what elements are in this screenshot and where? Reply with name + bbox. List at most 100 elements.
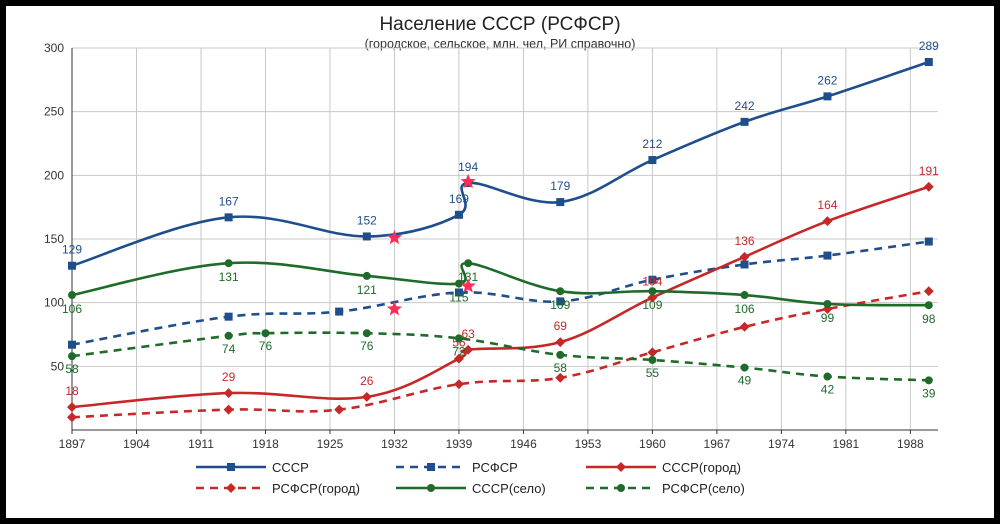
ussr_city-point — [822, 216, 833, 227]
ussr-point — [227, 463, 235, 471]
ussr_village-point — [556, 287, 565, 296]
rsfsr_village-data-label: 72 — [452, 344, 466, 358]
star-marker — [386, 229, 403, 245]
y-tick-label: 100 — [44, 296, 64, 310]
ussr_village-data-label: 109 — [550, 298, 570, 312]
rsfsr-point — [823, 251, 832, 260]
ussr-point — [823, 92, 832, 101]
ussr-point — [556, 198, 565, 207]
ussr_village-line — [71, 261, 929, 307]
rsfsr_city-point — [334, 404, 345, 415]
rsfsr-point — [224, 312, 233, 321]
ussr_village-point — [924, 301, 933, 310]
x-tick-label: 1904 — [123, 437, 150, 451]
ussr_city-point — [555, 337, 566, 348]
ussr_city-data-label: 26 — [360, 374, 374, 388]
ussr_village-point — [224, 259, 233, 268]
legend-label: СССР — [272, 460, 309, 475]
y-tick-label: 150 — [44, 232, 64, 246]
ussr_city-point — [647, 292, 658, 303]
x-tick-label: 1897 — [59, 437, 86, 451]
rsfsr_city-point — [555, 372, 566, 383]
x-tick-label: 1946 — [510, 437, 537, 451]
rsfsr_village-data-label: 58 — [65, 362, 79, 376]
y-tick-label: 300 — [44, 41, 64, 55]
ussr_village-point — [427, 484, 435, 492]
y-tick-label: 50 — [51, 359, 65, 373]
ussr_city-point — [739, 251, 750, 262]
x-tick-label: 1932 — [381, 437, 408, 451]
rsfsr_village-point — [648, 355, 657, 364]
ussr_city-point — [453, 353, 464, 364]
rsfsr_village-point — [924, 376, 933, 385]
star-marker — [460, 278, 476, 293]
star-marker — [460, 173, 476, 189]
ussr_city-data-label: 29 — [222, 370, 236, 384]
rsfsr_village-data-label: 49 — [738, 374, 752, 388]
rsfsr_city-point — [647, 347, 658, 358]
rsfsr-line — [71, 240, 929, 346]
rsfsr_village-data-label: 42 — [821, 383, 835, 397]
ussr-data-label: 289 — [919, 39, 939, 53]
ussr_city-data-label: 164 — [817, 198, 837, 212]
rsfsr_village-data-label: 39 — [922, 386, 936, 400]
ussr_village-data-label: 98 — [922, 312, 936, 326]
ussr_village-point — [362, 271, 371, 280]
legend-label: СССР(город) — [662, 460, 741, 475]
ussr_city-data-label: 18 — [65, 384, 79, 398]
rsfsr_village-point — [454, 334, 463, 343]
chart-frame: Население СССР (РСФСР) (городское, сельс… — [6, 6, 994, 518]
ussr-line — [71, 60, 930, 267]
rsfsr_village-point — [740, 363, 749, 372]
ussr-point — [740, 117, 749, 126]
ussr_village-point — [740, 291, 749, 300]
ussr_village-point — [823, 299, 832, 308]
rsfsr_village-point — [823, 372, 832, 381]
rsfsr_village-line — [71, 331, 929, 382]
ussr_city-point — [923, 181, 934, 192]
ussr_village-data-label: 115 — [449, 291, 468, 305]
rsfsr-point — [68, 340, 76, 349]
legend-label: РСФСР(город) — [272, 481, 360, 496]
ussr_village-data-label: 121 — [357, 283, 377, 297]
x-tick-label: 1974 — [768, 437, 795, 451]
ussr-data-label: 194 — [458, 160, 478, 174]
ussr-data-label: 262 — [817, 73, 837, 87]
ussr_village-point — [68, 291, 76, 300]
rsfsr_village-data-label: 58 — [554, 361, 568, 375]
rsfsr_city-point — [223, 404, 234, 415]
y-tick-label: 200 — [44, 168, 64, 182]
rsfsr_village-data-label: 55 — [646, 366, 660, 380]
rsfsr_city-point — [226, 483, 236, 493]
ussr-data-label: 212 — [642, 137, 662, 151]
legend-label: РСФСР(село) — [662, 481, 745, 496]
rsfsr_city-point — [923, 286, 934, 297]
legend-label: СССР(село) — [472, 481, 546, 496]
x-tick-label: 1967 — [704, 437, 731, 451]
rsfsr_village-point — [556, 350, 565, 359]
rsfsr_city-point — [453, 379, 464, 390]
ussr_village-data-label: 106 — [62, 302, 82, 316]
x-tick-label: 1925 — [317, 437, 344, 451]
x-tick-label: 1960 — [639, 437, 666, 451]
ussr-data-label: 129 — [62, 243, 82, 257]
ussr-data-label: 179 — [550, 179, 570, 193]
ussr_city-data-label: 63 — [461, 327, 475, 341]
ussr_city-data-label: 104 — [642, 275, 662, 289]
x-tick-label: 1988 — [897, 437, 924, 451]
legend-label: РСФСР — [472, 460, 518, 475]
ussr-point — [454, 210, 463, 219]
star-marker — [386, 301, 403, 316]
ussr-point — [224, 213, 233, 222]
rsfsr-point — [454, 288, 463, 297]
rsfsr_village-point — [261, 329, 270, 338]
rsfsr-point — [427, 463, 435, 471]
ussr_city-point — [616, 462, 626, 472]
y-tick-label: 250 — [44, 105, 64, 119]
rsfsr-point — [740, 260, 749, 269]
rsfsr_city-point — [739, 321, 750, 332]
ussr_city-data-label: 136 — [735, 234, 755, 248]
ussr-data-label: 242 — [735, 99, 755, 113]
ussr-data-label: 169 — [449, 192, 469, 206]
rsfsr-point — [924, 237, 933, 246]
